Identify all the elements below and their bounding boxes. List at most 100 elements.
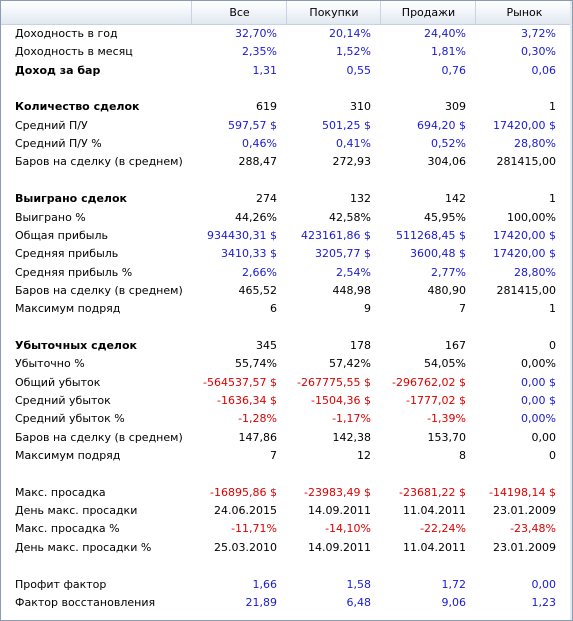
table-row <box>1 465 572 483</box>
row-value: 694,20 $ <box>417 118 466 132</box>
row-value: 6 <box>270 302 277 316</box>
row-value: 17420,00 $ <box>493 247 556 261</box>
row-label: Убыточно % <box>15 357 85 371</box>
row-value: 11.04.2011 <box>403 540 466 554</box>
table-row: Макс. просадка -16895,86 $ -23983,49 $ -236… <box>1 484 572 502</box>
scrollbar[interactable] <box>570 1 572 620</box>
row-value: 55,74% <box>235 357 277 371</box>
row-value: -23681,22 $ <box>399 485 466 499</box>
row-value: 42,58% <box>329 210 371 224</box>
row-label: Максимум подряд <box>15 302 121 316</box>
row-value: 1,58 <box>346 577 372 591</box>
row-label: Выиграно сделок <box>15 192 128 206</box>
row-value: 142,38 <box>332 430 372 444</box>
table-row: Средний убыток -1636,34 $ -1504,36 $ -1777,… <box>1 392 572 410</box>
row-value: 28,80% <box>514 137 556 151</box>
table-row: Доходность в месяц 2,35% 1,52% 1,81% 0,30% <box>1 43 572 61</box>
row-value: 1 <box>549 302 556 316</box>
row-value: 1,72 <box>441 577 467 591</box>
table-row: Выиграно % 44,26% 42,58% 45,95% 100,00% <box>1 209 572 227</box>
row-value: 25.03.2010 <box>214 540 277 554</box>
row-value: 2,35% <box>242 45 277 59</box>
header-all[interactable]: Все <box>191 1 287 24</box>
row-value: 167 <box>445 338 466 352</box>
row-label: Баров на сделку (в среднем) <box>15 430 183 444</box>
row-value: 0,00 <box>531 430 557 444</box>
row-label: Фактор восстановления <box>15 595 156 609</box>
row-value: 0,30% <box>521 45 556 59</box>
row-label: Баров на сделку (в среднем) <box>15 283 183 297</box>
table-row: День макс. просадки 24.06.2015 14.09.2011 1… <box>1 502 572 520</box>
table-row: Количество сделок 619 310 309 1 <box>1 98 572 116</box>
row-value: -16895,86 $ <box>210 485 277 499</box>
row-value: 100,00% <box>507 210 556 224</box>
row-value: 2,66% <box>242 265 277 279</box>
row-value: -14198,14 $ <box>489 485 556 499</box>
header-long[interactable]: Покупки <box>286 1 381 24</box>
row-value: 44,26% <box>235 210 277 224</box>
row-value: 21,89 <box>245 595 278 609</box>
row-value: -1,39% <box>427 412 466 426</box>
row-value: -267775,55 $ <box>297 375 371 389</box>
row-label: Средняя прибыль % <box>15 265 133 279</box>
row-value: 1,52% <box>336 45 371 59</box>
row-value: 0,46% <box>242 137 277 151</box>
row-label: Средний П/У % <box>15 137 102 151</box>
row-label: День макс. просадки <box>15 504 138 518</box>
row-label: Максимум подряд <box>15 449 121 463</box>
row-value: -14,10% <box>325 522 371 536</box>
row-value: 23.01.2009 <box>493 504 556 518</box>
row-value: 0,00% <box>521 412 556 426</box>
row-value: 9 <box>364 302 371 316</box>
row-label: Макс. просадка <box>15 485 106 499</box>
table-row <box>1 80 572 98</box>
row-value: 57,42% <box>329 357 371 371</box>
row-label: Выиграно % <box>15 210 86 224</box>
row-value: 288,47 <box>238 155 278 169</box>
row-value: 17420,00 $ <box>493 228 556 242</box>
table-row: Баров на сделку (в среднем) 465,52 448,98 4… <box>1 282 572 300</box>
table-row: Средняя прибыль % 2,66% 2,54% 2,77% 28,80% <box>1 264 572 282</box>
row-value: 0,06 <box>531 63 557 77</box>
row-value: 1,66 <box>252 577 278 591</box>
row-value: -11,71% <box>231 522 277 536</box>
table-row: Профит фактор 1,66 1,58 1,72 0,00 <box>1 576 572 594</box>
row-value: 0,00 $ <box>521 375 556 389</box>
row-label: Доходность в год <box>15 27 118 40</box>
table-row: Убыточно % 55,74% 57,42% 54,05% 0,00% <box>1 355 572 373</box>
table-row: Общий убыток -564537,57 $ -267775,55 $ -296… <box>1 374 572 392</box>
row-value: -23983,49 $ <box>304 485 371 499</box>
table-row: День макс. просадки % 25.03.2010 14.09.201… <box>1 539 572 557</box>
row-value: 147,86 <box>238 430 278 444</box>
table-row: Максимум подряд 7 12 8 0 <box>1 447 572 465</box>
row-value: -1504,36 $ <box>311 394 371 407</box>
header-market[interactable]: Рынок <box>475 1 572 24</box>
row-value: 465,52 <box>238 283 278 297</box>
row-value: 480,90 <box>427 283 467 297</box>
header-short[interactable]: Продажи <box>380 1 476 24</box>
row-value: 9,06 <box>441 595 467 609</box>
row-value: 8 <box>459 449 466 463</box>
table-row <box>1 557 572 575</box>
row-value: -1777,02 $ <box>406 394 466 407</box>
row-value: 281415,00 <box>496 155 557 169</box>
row-label: Количество сделок <box>15 100 140 114</box>
table-row <box>1 172 572 190</box>
row-value: 32,70% <box>235 27 277 40</box>
table-row: Общая прибыль 934430,31 $ 423161,86 $ 51126… <box>1 227 572 245</box>
row-value: 0,55 <box>346 63 372 77</box>
row-value: 12 <box>357 449 371 463</box>
row-label: Общий убыток <box>15 375 101 389</box>
table-row: Макс. просадка % -11,71% -14,10% -22,24% -23… <box>1 520 572 538</box>
row-value: 3600,48 $ <box>410 247 466 261</box>
row-value: -296762,02 $ <box>392 375 466 389</box>
row-value: 281415,00 <box>496 283 557 297</box>
row-value: 1 <box>549 192 556 206</box>
row-label: День макс. просадки % <box>15 540 152 554</box>
row-value: 619 <box>256 100 277 114</box>
row-label: Баров на сделку (в среднем) <box>15 155 183 169</box>
table-row: Средний убыток % -1,28% -1,17% -1,39% 0,00% <box>1 410 572 428</box>
row-value: 3205,77 $ <box>315 247 371 261</box>
table-row: Баров на сделку (в среднем) 288,47 272,93 3… <box>1 153 572 171</box>
